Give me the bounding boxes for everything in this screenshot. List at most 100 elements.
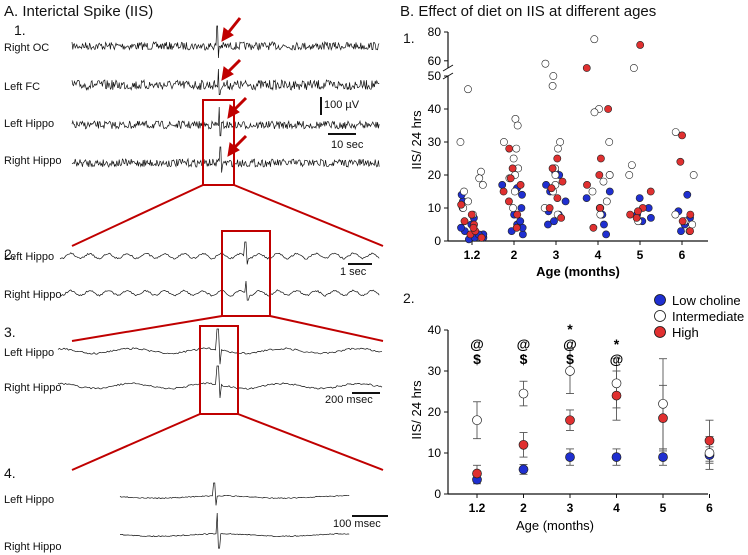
y-tick-label: 50 <box>428 69 442 83</box>
scatter-point <box>505 144 514 153</box>
scatter-point <box>544 220 552 229</box>
x-tick-label: 4 <box>613 501 620 515</box>
y-tick-label: 10 <box>428 201 442 215</box>
scatter-point <box>511 115 520 123</box>
arrow-icon <box>227 96 248 119</box>
mean-point <box>565 452 575 462</box>
scatter-point <box>599 177 608 186</box>
eeg-trace <box>59 280 380 301</box>
scatter-point <box>554 144 562 153</box>
x-tick-label: 1.2 <box>469 501 486 515</box>
scale-time-label: 200 msec <box>325 394 373 406</box>
eeg-traces <box>57 25 383 549</box>
scatter-point <box>678 217 687 226</box>
scatter-point <box>596 204 604 212</box>
mean-point <box>518 464 529 475</box>
panel-b-title: B. Effect of diet on IIS at different ag… <box>400 3 657 20</box>
scatter-point <box>460 187 468 196</box>
scatter-point <box>605 171 614 179</box>
scatter-point <box>518 230 527 239</box>
scatter-point <box>541 59 550 68</box>
x-tick-label: 1.2 <box>464 248 481 262</box>
scatter-point <box>550 217 558 226</box>
scatter-point <box>478 180 487 189</box>
significance-marker: @ <box>563 336 577 352</box>
y-tick-label: 40 <box>428 323 442 337</box>
scatter-point <box>676 157 685 166</box>
panel-a-section-1-number: 1. <box>14 22 26 38</box>
scatter-point <box>509 204 517 212</box>
channel-label: Left Hippo <box>4 251 55 263</box>
zoom-line <box>269 315 384 342</box>
scatter-point <box>553 154 562 163</box>
scatter-point <box>512 144 521 153</box>
scale-time-label: 10 sec <box>331 139 364 151</box>
scatter-point <box>516 217 525 226</box>
x-tick-label: 5 <box>637 248 644 262</box>
scatter-point <box>548 82 557 90</box>
y-tick-label: 60 <box>428 54 442 68</box>
chart-1-number: 1. <box>403 30 415 46</box>
scatter-point <box>686 227 694 235</box>
x-axis-label: Age (months) <box>536 264 620 279</box>
scatter-point <box>508 164 517 173</box>
mean-point <box>704 448 715 458</box>
scatter-point <box>600 220 608 229</box>
scatter-point <box>506 174 515 183</box>
scatter-point <box>553 194 562 202</box>
scatter-point <box>505 197 513 206</box>
legend-label-intermediate: Intermediate <box>672 309 744 324</box>
eeg-panel-svg <box>57 17 388 549</box>
channel-label: Right Hippo <box>4 155 62 167</box>
scatter-point <box>498 180 507 189</box>
scatter-point <box>688 220 697 229</box>
scatter-point <box>605 187 614 196</box>
zoom-box <box>202 99 235 186</box>
scatter-point <box>596 210 605 219</box>
channel-label: Left FC <box>4 81 41 93</box>
legend-marker-intermediate <box>654 310 666 322</box>
scatter-point <box>558 177 567 186</box>
scatter-point <box>590 35 599 44</box>
scatter-point <box>561 197 570 206</box>
scatter-point <box>632 213 641 222</box>
arrow-icon <box>227 134 248 157</box>
scatter-point <box>499 187 508 196</box>
y-axis-label: IIS/ 24 hrs <box>409 380 424 440</box>
scatter-point <box>626 210 635 219</box>
mean-point <box>565 415 575 426</box>
scatter-point <box>556 138 564 146</box>
y-tick-label: 80 <box>428 25 442 39</box>
scatter-point <box>671 128 680 136</box>
scatter-point <box>686 210 695 219</box>
panel-a-section-2-number: 2. <box>4 246 16 262</box>
scale-time-label: 100 msec <box>333 518 381 530</box>
channel-label: Right Hippo <box>4 541 62 553</box>
scatter-point <box>464 197 472 206</box>
mean-point <box>658 398 668 409</box>
scatter-point <box>689 171 698 179</box>
mean-point <box>611 378 622 389</box>
x-tick-label: 3 <box>567 501 574 515</box>
mean-point <box>518 439 529 450</box>
channel-label: Left Hippo <box>4 118 55 130</box>
mean-point <box>472 468 482 479</box>
significance-marker: * <box>614 336 620 352</box>
scatter-point <box>477 167 485 176</box>
eeg-trace <box>119 512 350 549</box>
zoom-line <box>237 413 384 471</box>
channel-label: Left Hippo <box>4 494 55 506</box>
mean-point <box>518 388 529 399</box>
scatter-point <box>602 230 610 239</box>
x-tick-label: 6 <box>679 248 686 262</box>
mean-point <box>704 435 715 446</box>
mean-point <box>658 413 668 423</box>
scatter-point <box>647 213 655 222</box>
zoom-line <box>233 184 384 247</box>
x-tick-label: 3 <box>553 248 560 262</box>
scatter-point <box>457 200 466 209</box>
scatter-point <box>590 108 599 117</box>
scatter-point <box>596 154 605 163</box>
scatter-point <box>627 161 636 169</box>
